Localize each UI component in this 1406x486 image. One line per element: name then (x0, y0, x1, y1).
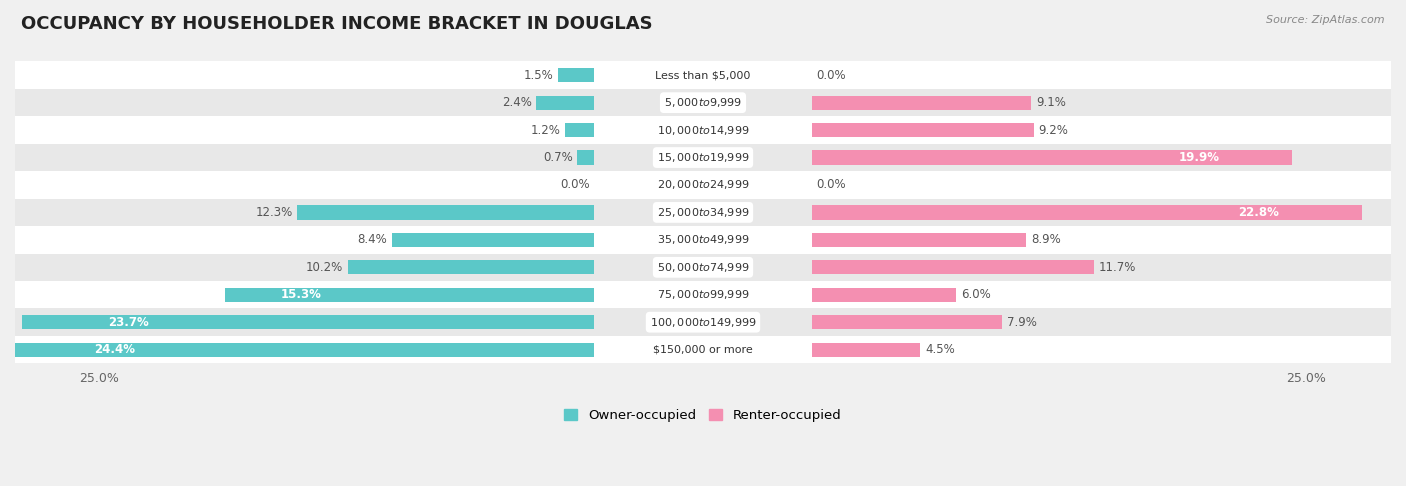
Bar (225, 288, 595, 302)
Bar (392, 233, 595, 247)
Text: 11.7%: 11.7% (1099, 261, 1136, 274)
Text: $50,000 to $74,999: $50,000 to $74,999 (657, 261, 749, 274)
Text: $20,000 to $24,999: $20,000 to $24,999 (657, 178, 749, 191)
FancyBboxPatch shape (15, 116, 1391, 144)
FancyBboxPatch shape (15, 199, 1391, 226)
Bar (578, 150, 595, 165)
Bar (537, 96, 595, 110)
Text: $75,000 to $99,999: $75,000 to $99,999 (657, 288, 749, 301)
Text: $100,000 to $149,999: $100,000 to $149,999 (650, 316, 756, 329)
Text: 10.2%: 10.2% (307, 261, 343, 274)
Bar (349, 260, 595, 275)
Legend: Owner-occupied, Renter-occupied: Owner-occupied, Renter-occupied (560, 403, 846, 427)
Text: 9.1%: 9.1% (1036, 96, 1066, 109)
Bar (811, 288, 956, 302)
Bar (811, 123, 1033, 137)
Bar (565, 123, 595, 137)
FancyBboxPatch shape (15, 336, 1391, 364)
Text: $5,000 to $9,999: $5,000 to $9,999 (664, 96, 742, 109)
Text: $10,000 to $14,999: $10,000 to $14,999 (657, 123, 749, 137)
Text: 0.0%: 0.0% (817, 178, 846, 191)
Text: 7.9%: 7.9% (1007, 316, 1038, 329)
Text: $15,000 to $19,999: $15,000 to $19,999 (657, 151, 749, 164)
FancyBboxPatch shape (15, 144, 1391, 171)
Bar (811, 96, 1032, 110)
Text: 1.5%: 1.5% (523, 69, 554, 82)
Bar (811, 205, 1362, 220)
Bar (811, 260, 1094, 275)
Text: 6.0%: 6.0% (962, 288, 991, 301)
Text: 19.9%: 19.9% (1180, 151, 1220, 164)
Text: $35,000 to $49,999: $35,000 to $49,999 (657, 233, 749, 246)
Text: OCCUPANCY BY HOUSEHOLDER INCOME BRACKET IN DOUGLAS: OCCUPANCY BY HOUSEHOLDER INCOME BRACKET … (21, 15, 652, 33)
Bar (22, 315, 595, 330)
Bar (811, 315, 1002, 330)
Bar (298, 205, 595, 220)
Bar (558, 68, 595, 82)
Text: 2.4%: 2.4% (502, 96, 531, 109)
Bar (811, 150, 1292, 165)
Text: 22.8%: 22.8% (1239, 206, 1279, 219)
Text: 24.4%: 24.4% (94, 343, 135, 356)
Text: $150,000 or more: $150,000 or more (654, 345, 752, 355)
Bar (6, 343, 595, 357)
Text: 9.2%: 9.2% (1039, 123, 1069, 137)
Text: 0.7%: 0.7% (543, 151, 572, 164)
FancyBboxPatch shape (15, 281, 1391, 309)
Text: Source: ZipAtlas.com: Source: ZipAtlas.com (1267, 15, 1385, 25)
Text: $25,000 to $34,999: $25,000 to $34,999 (657, 206, 749, 219)
Text: 23.7%: 23.7% (108, 316, 149, 329)
Text: 8.9%: 8.9% (1032, 233, 1062, 246)
Bar (811, 343, 921, 357)
Text: 8.4%: 8.4% (357, 233, 387, 246)
Text: 0.0%: 0.0% (817, 69, 846, 82)
FancyBboxPatch shape (15, 62, 1391, 89)
FancyBboxPatch shape (15, 226, 1391, 254)
FancyBboxPatch shape (15, 171, 1391, 199)
FancyBboxPatch shape (15, 254, 1391, 281)
FancyBboxPatch shape (15, 309, 1391, 336)
Text: 12.3%: 12.3% (256, 206, 292, 219)
Text: Less than $5,000: Less than $5,000 (655, 70, 751, 80)
Text: 4.5%: 4.5% (925, 343, 955, 356)
Text: 15.3%: 15.3% (280, 288, 322, 301)
FancyBboxPatch shape (15, 89, 1391, 116)
Text: 0.0%: 0.0% (560, 178, 589, 191)
Bar (811, 233, 1026, 247)
Text: 1.2%: 1.2% (530, 123, 561, 137)
